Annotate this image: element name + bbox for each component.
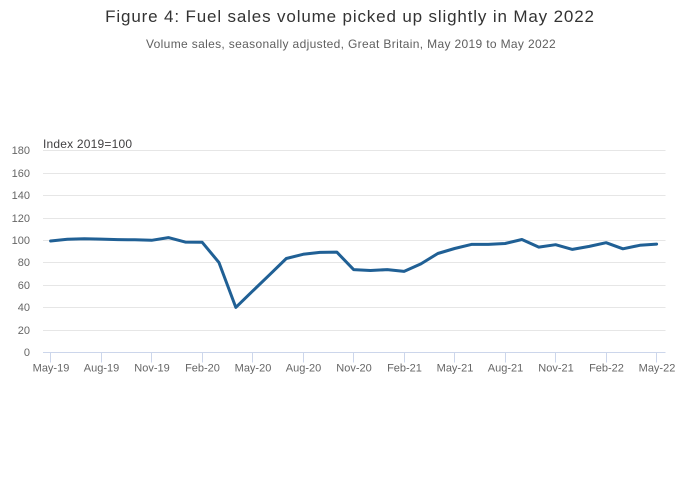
svg-text:60: 60 [18,280,30,292]
svg-text:0: 0 [24,347,30,359]
svg-text:120: 120 [12,213,30,225]
svg-text:May-20: May-20 [235,363,272,375]
svg-text:80: 80 [18,257,30,269]
svg-text:Feb-21: Feb-21 [387,363,422,375]
svg-text:Volume sales, seasonally adjus: Volume sales, seasonally adjusted, Great… [146,37,556,51]
svg-text:May-19: May-19 [33,363,70,375]
svg-text:Feb-22: Feb-22 [589,363,624,375]
svg-text:180: 180 [12,145,30,157]
svg-text:Figure 4: Fuel sales volume pi: Figure 4: Fuel sales volume picked up sl… [105,7,595,26]
svg-text:40: 40 [18,302,30,314]
svg-text:Nov-19: Nov-19 [134,363,169,375]
svg-text:Aug-21: Aug-21 [488,363,523,375]
svg-text:Nov-21: Nov-21 [538,363,573,375]
svg-text:May-21: May-21 [437,363,474,375]
svg-text:160: 160 [12,168,30,180]
svg-text:Aug-20: Aug-20 [286,363,321,375]
svg-text:100: 100 [12,235,30,247]
svg-text:May-22: May-22 [639,363,676,375]
svg-text:Index 2019=100: Index 2019=100 [43,137,132,151]
svg-text:Nov-20: Nov-20 [336,363,371,375]
svg-text:Feb-20: Feb-20 [185,363,220,375]
svg-text:140: 140 [12,190,30,202]
svg-text:20: 20 [18,325,30,337]
svg-text:Aug-19: Aug-19 [84,363,119,375]
